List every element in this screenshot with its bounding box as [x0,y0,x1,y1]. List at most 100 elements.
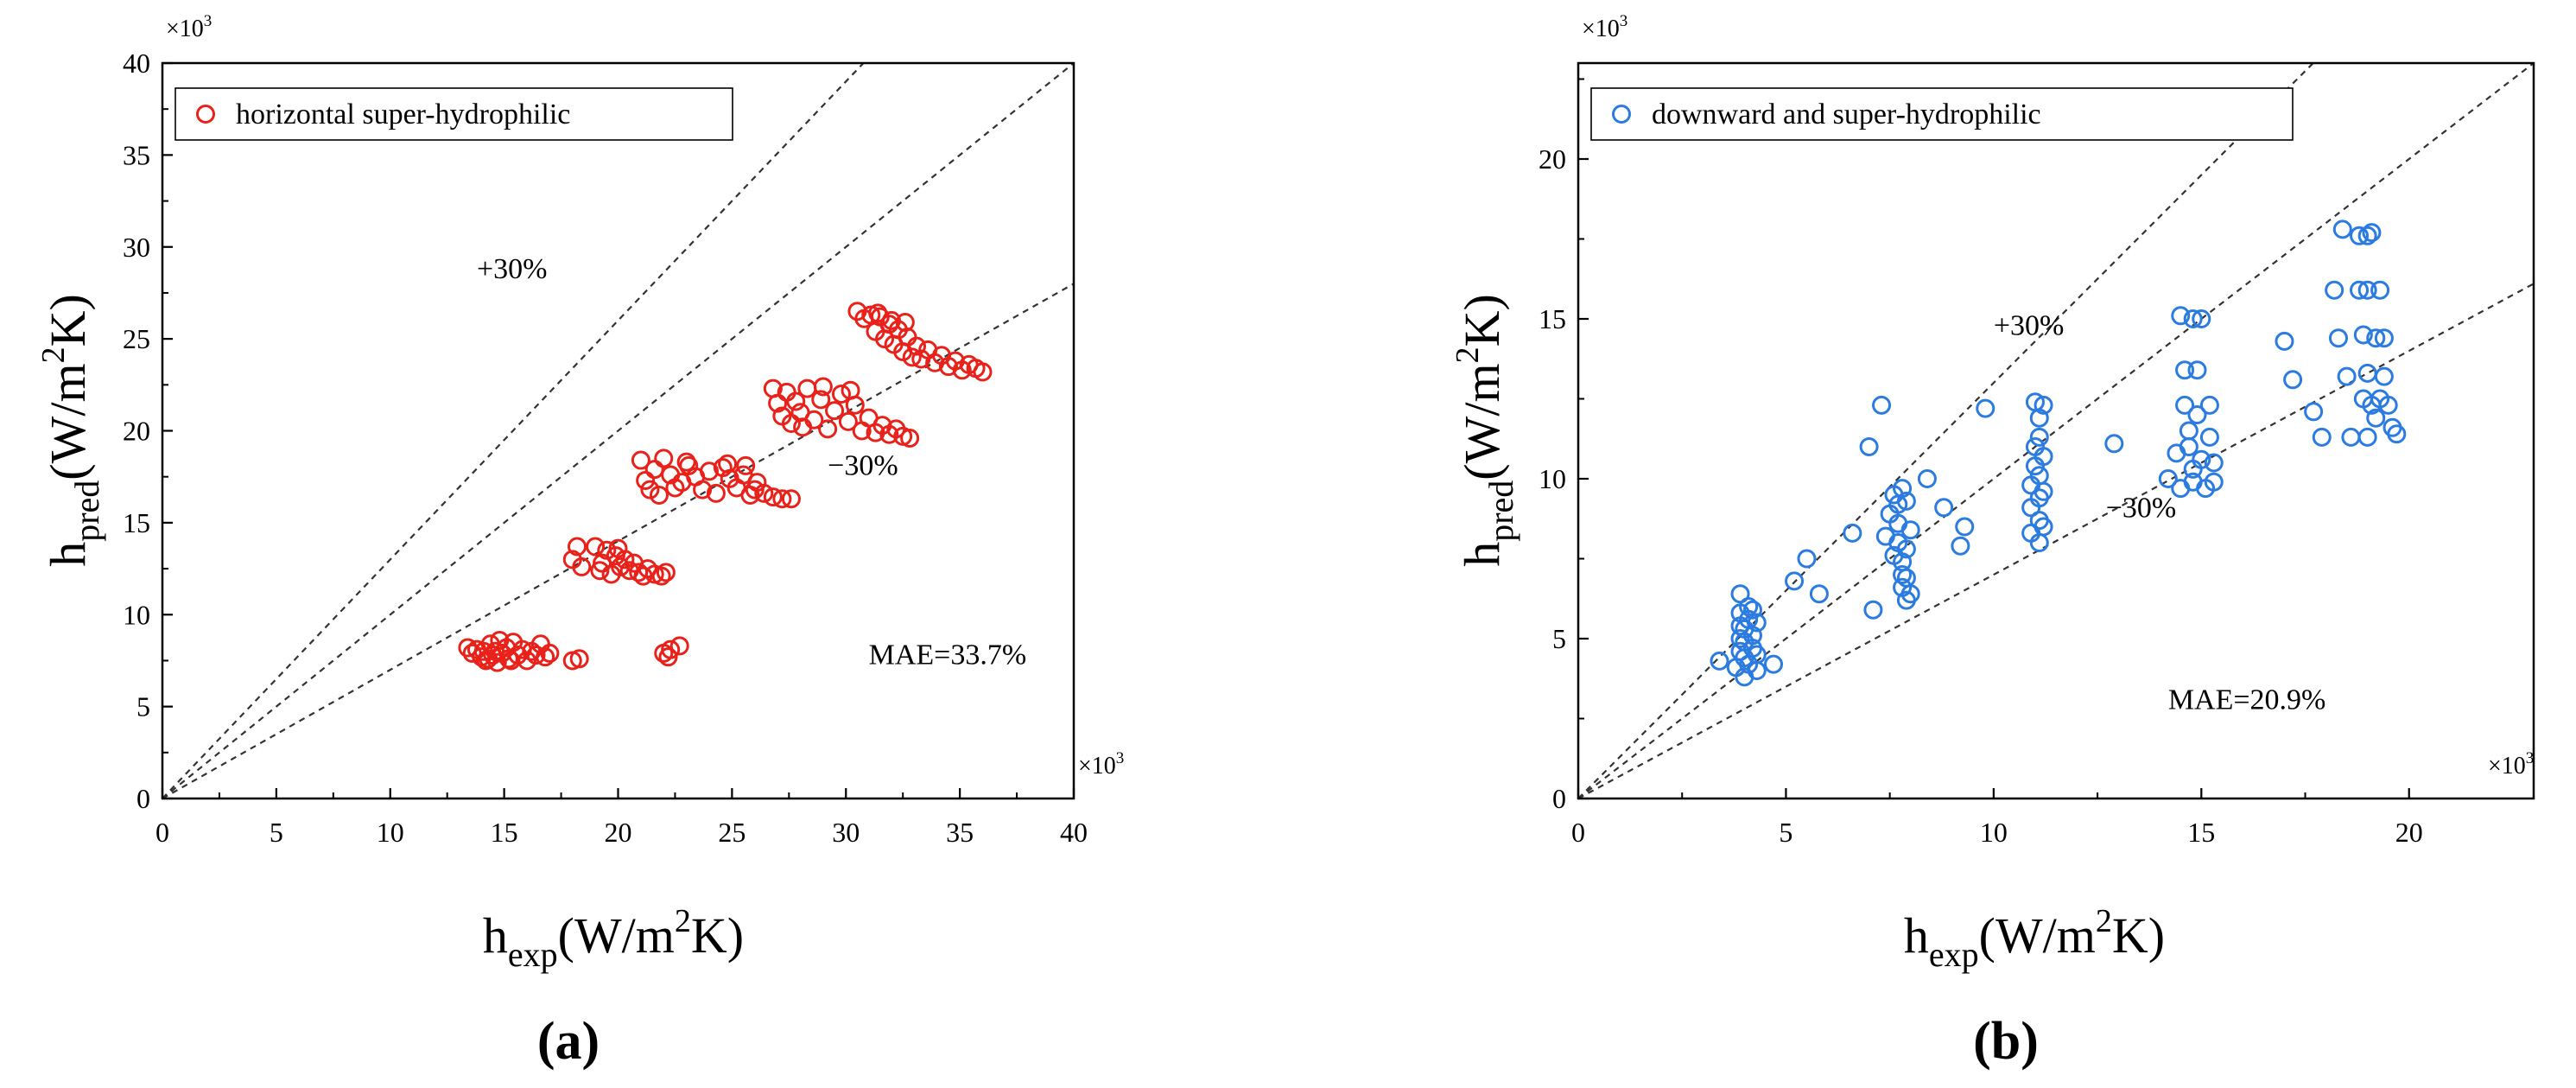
data-point [1742,600,1762,620]
data-point [2332,220,2352,239]
data-point [763,487,783,507]
data-point [608,538,628,558]
x-multiplier-exp: 3 [1116,749,1125,767]
data-point [902,347,922,367]
data-point [825,401,845,421]
data-point [1710,651,1729,671]
data-point [2366,328,2386,348]
reference-line-parity [162,63,1074,799]
data-points [458,302,993,672]
y-axis-label-base: h [1454,542,1510,567]
data-point [651,566,671,586]
y-multiplier-base: ×10 [166,16,204,42]
y-axis-label-unit-sup: 2 [1450,347,1486,363]
data-point [656,563,676,582]
annotation-plus30: +30% [1994,310,2065,342]
data-point [2104,434,2124,454]
data-point [568,537,587,557]
y-tick-label: 10 [1539,463,1566,494]
annotation-minus30: −30% [828,450,898,482]
data-point [1859,437,1879,456]
data-point [2357,427,2377,447]
legend-box [1590,87,2294,141]
data-point [2357,226,2377,245]
data-point [2374,328,2394,348]
data-point [818,419,838,439]
data-point [868,303,888,323]
data-point [1900,520,1920,540]
data-point [487,652,507,672]
y-axis-label-sub: pred [67,480,106,542]
data-point [540,643,560,663]
x-tick-label: 0 [155,817,169,848]
data-point [907,336,927,356]
data-point [811,390,831,410]
x-tick-label: 35 [946,817,974,848]
legend: horizontal super-hydrophilic [174,87,733,141]
chart-panel-a: 0 5 10 15 20 25 30 35 400510152025303540×103×103… [35,12,1125,1071]
x-multiplier-exp: 3 [2526,749,2535,767]
x-axis-label-sub: exp [1929,935,1979,974]
data-point [1863,600,1883,620]
data-point [2275,331,2294,351]
x-axis-multiplier: ×103 [2488,749,2534,779]
data-point [2199,395,2219,415]
annotation-plus30: +30% [477,253,548,285]
data-point [2357,363,2377,383]
y-tick-label: 15 [123,507,150,538]
data-point [2034,481,2053,501]
data-point [973,362,993,382]
y-axis-label-unit: (W/m [1454,363,1510,480]
reference-line-parity [1578,63,2534,799]
chart-panel-b: 0 5 10 15 2005101520×103×103+30%−30%MAE=20.9… [1450,12,2535,1071]
data-point [586,537,606,557]
data-points [1710,220,2407,687]
y-tick-label: 5 [136,691,150,722]
data-point [1764,654,1784,674]
data-point [669,636,689,656]
y-tick-label: 25 [123,323,150,354]
data-point [1739,597,1759,616]
data-point [676,452,696,472]
data-point [900,429,920,449]
data-point [797,379,817,398]
data-point [1797,549,1817,569]
x-tick-label: 10 [1980,817,2008,848]
data-point [2350,226,2370,245]
x-axis-label-base: h [483,907,508,964]
data-point [768,393,788,413]
data-point [2283,370,2303,390]
data-point [640,480,660,499]
data-point [781,489,801,509]
data-point [2341,427,2361,447]
data-point [2187,360,2207,380]
data-point [2337,366,2357,386]
data-point [2353,325,2373,345]
data-point [526,646,546,665]
data-point [644,460,664,480]
data-point [636,470,656,490]
y-multiplier-exp: 3 [204,12,213,30]
data-point [590,561,610,581]
data-point [1747,645,1767,665]
data-point [793,417,813,437]
data-point [2325,280,2344,300]
x-multiplier-base: ×10 [1078,753,1116,779]
panel-label: (a) [537,1012,600,1071]
data-point [1893,565,1913,584]
annotation-mae: MAE=33.7% [869,639,1027,671]
data-point [2034,395,2053,415]
data-point [654,449,674,468]
data-point [718,454,738,474]
data-point [831,384,851,404]
data-point [1730,629,1750,648]
data-point [2192,309,2211,328]
data-point [1934,498,1954,518]
x-axis-label: hexp(W/m2K) [1904,903,2165,974]
y-tick-label: 40 [123,48,150,79]
legend-marker [196,105,215,124]
y-tick-label: 15 [1539,303,1566,334]
axis-ticks: 0 5 10 15 20 0 5 10 15 20 [1539,78,2423,848]
y-axis-label-unit: (W/m [40,363,96,480]
